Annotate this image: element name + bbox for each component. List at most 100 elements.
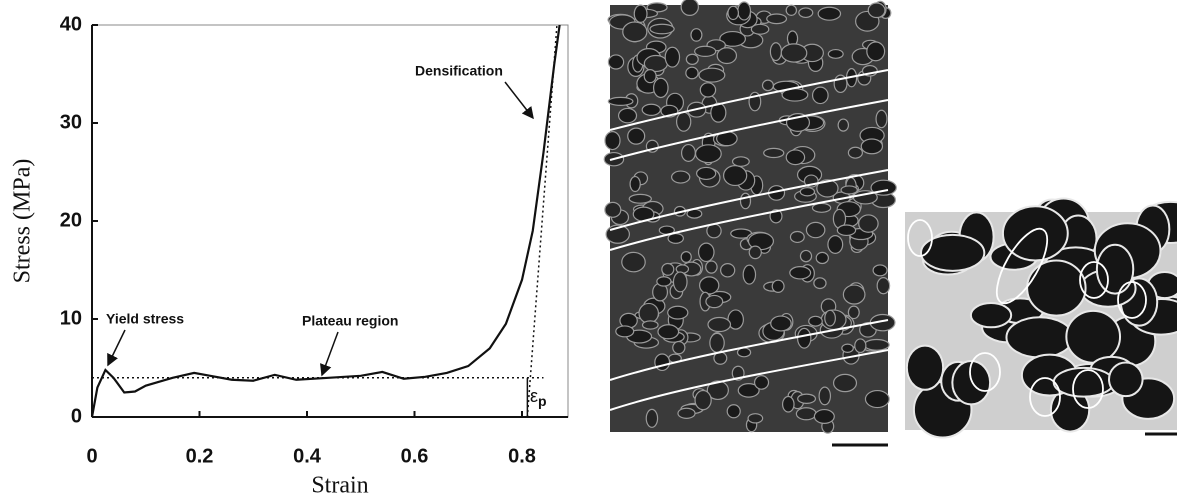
cell [836, 224, 857, 237]
cell [654, 353, 671, 372]
cell [694, 45, 717, 57]
highlight-ring [1079, 261, 1109, 299]
band-line [609, 99, 889, 161]
cell [633, 4, 648, 23]
cell [697, 242, 715, 263]
cell [808, 315, 823, 327]
cell [705, 260, 718, 274]
tangent-line [526, 24, 558, 418]
cell [1065, 309, 1122, 364]
cell [847, 146, 863, 159]
cell [698, 276, 720, 295]
cell [615, 325, 635, 338]
curve [92, 25, 561, 417]
epsilon-label: εp [530, 386, 547, 409]
cell [657, 324, 680, 340]
cell [769, 42, 783, 62]
cell [667, 305, 689, 320]
cell [676, 111, 692, 132]
cell [1005, 316, 1075, 359]
highlight-ring [1072, 369, 1104, 409]
y-tick-label: 30 [60, 111, 82, 133]
x-axis-title: Strain [311, 473, 368, 499]
cell [795, 407, 817, 421]
cell [622, 21, 648, 43]
cell [747, 413, 764, 424]
cell [629, 175, 641, 193]
annotation: Densification [415, 63, 503, 79]
arrow [107, 329, 126, 367]
cell [731, 156, 750, 167]
cell [604, 131, 621, 151]
micrograph [905, 197, 1177, 439]
cell [664, 46, 681, 68]
cell [766, 13, 788, 25]
cell [737, 383, 760, 398]
cell [690, 28, 703, 42]
cell [641, 103, 661, 116]
cell [707, 316, 732, 333]
cell [604, 201, 622, 218]
cell [652, 77, 669, 99]
epsilon-subscript: p [538, 393, 547, 409]
band-line [609, 319, 889, 381]
cell [797, 327, 812, 349]
cell [748, 245, 762, 260]
cell [919, 233, 986, 272]
annotation: Plateau region [302, 313, 398, 329]
cell [842, 284, 866, 305]
annotation: Yield stress [106, 311, 184, 327]
x-tick-label: 0.8 [508, 445, 536, 467]
highlight-ring [1117, 281, 1147, 319]
cell [847, 305, 860, 320]
cell [656, 276, 672, 287]
cell [627, 127, 646, 145]
cell [710, 102, 727, 123]
cell [818, 386, 832, 406]
cell [643, 68, 657, 84]
cell [858, 214, 879, 233]
cell [811, 86, 829, 105]
cell [645, 408, 659, 428]
cell [789, 230, 805, 244]
cell [720, 263, 736, 278]
cell [817, 6, 842, 21]
cell [969, 302, 1013, 329]
cell [672, 340, 686, 355]
highlight-ring [995, 227, 1049, 305]
x-tick-label: 0.4 [293, 445, 322, 467]
cell [840, 185, 858, 195]
cell [771, 279, 785, 293]
cell [816, 179, 839, 198]
cell [860, 138, 884, 155]
arrow [320, 331, 339, 377]
cell [706, 380, 729, 401]
cell [696, 166, 717, 181]
cell [867, 2, 886, 19]
cell [750, 23, 770, 35]
highlight-ring [969, 352, 1001, 392]
cell [789, 266, 812, 280]
cell [649, 23, 675, 35]
cell [837, 118, 850, 132]
cell [832, 373, 858, 393]
cell [813, 408, 835, 424]
cell [677, 407, 696, 419]
cell [827, 235, 844, 254]
cell [905, 344, 945, 391]
y-axis-title: Stress (MPa) [10, 159, 36, 284]
band-line [609, 349, 889, 411]
cell [607, 96, 634, 107]
highlight-ring [1029, 377, 1061, 417]
x-tick-label: 0 [86, 445, 97, 467]
cell [854, 338, 867, 354]
cell [841, 343, 854, 353]
micrograph [603, 0, 897, 434]
cell [799, 187, 816, 197]
arrow [504, 81, 534, 120]
y-tick-label: 40 [60, 13, 82, 35]
cell [737, 1, 752, 21]
x-tick-label: 0.2 [186, 445, 214, 467]
cell [727, 5, 740, 21]
